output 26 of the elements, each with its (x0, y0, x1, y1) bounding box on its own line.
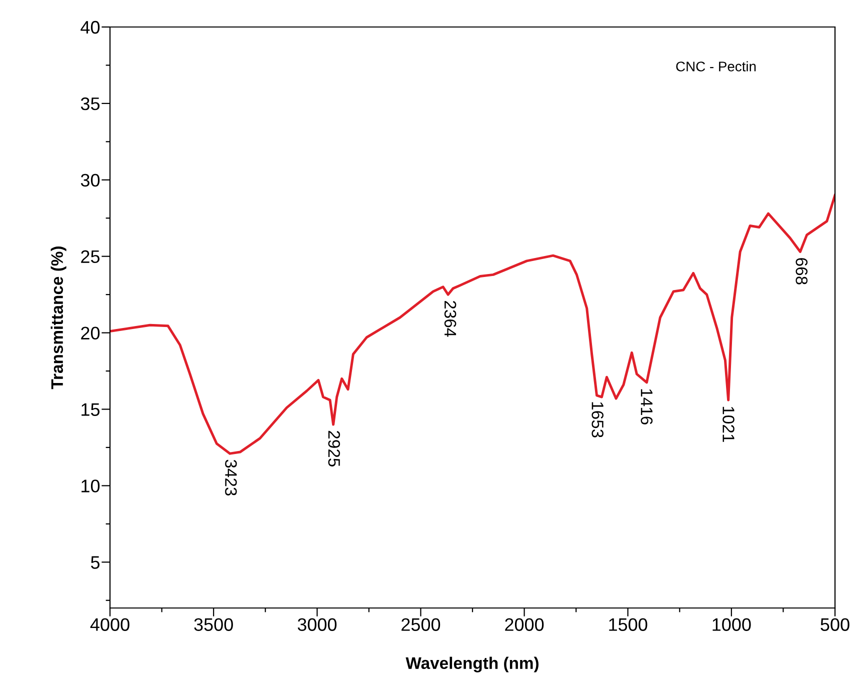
annotation: 668 (796, 258, 808, 284)
y-tick-label: 10 (82, 480, 100, 492)
x-tick-label: 3500 (194, 618, 233, 631)
y-tick-label: 15 (82, 403, 100, 416)
x-tick-label: 2500 (402, 618, 440, 631)
x-tick-label: 1000 (712, 618, 751, 631)
y-tick-label: 35 (80, 97, 100, 110)
y-tick-label: 30 (80, 174, 100, 187)
y-tick-label: 20 (81, 326, 100, 340)
y-tick-label: 25 (81, 250, 100, 264)
x-tick-label: 1500 (609, 618, 648, 631)
x-tick-label: 500 (820, 618, 850, 631)
x-axis-title: Wavelength (nm) (406, 656, 538, 672)
y-tick-label: 40 (80, 20, 100, 34)
annotation: 1653 (592, 402, 604, 438)
y-axis-title: Transmittance (%) (50, 246, 66, 390)
x-tick-label: 3000 (298, 618, 337, 631)
annotation: 1021 (722, 406, 734, 442)
annotation: 3423 (225, 460, 237, 496)
annotation: 2925 (328, 430, 340, 466)
x-tick-label: 4000 (90, 618, 130, 631)
annotation: 2364 (444, 300, 456, 337)
x-tick-label: 2000 (505, 618, 544, 631)
annotation: 1416 (640, 389, 653, 424)
y-tick-label: 5 (90, 556, 100, 569)
annotation: CNC - Pectin (676, 61, 756, 72)
